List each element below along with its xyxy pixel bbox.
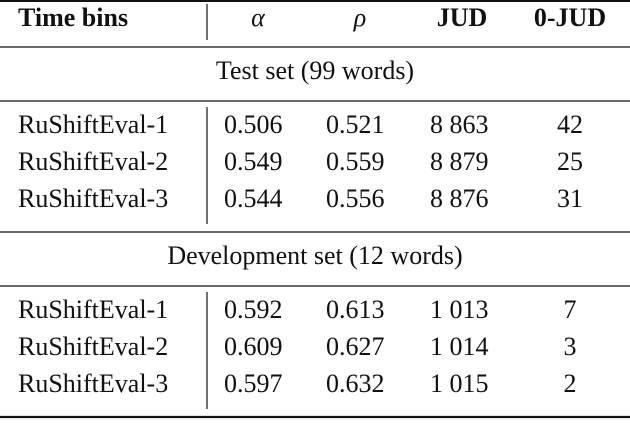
cell: 25 bbox=[557, 147, 583, 176]
row-label: RuShiftEval-1 bbox=[18, 110, 168, 139]
row-label: RuShiftEval-1 bbox=[18, 295, 168, 324]
cell: 1 013 bbox=[430, 295, 489, 324]
header-cell: JUD bbox=[437, 3, 488, 32]
cell: 0.556 bbox=[326, 184, 385, 213]
section-title: Development set (12 words) bbox=[167, 241, 462, 270]
cell: 0.559 bbox=[326, 147, 385, 176]
cell: 0.597 bbox=[224, 369, 283, 398]
cell: 8 863 bbox=[430, 110, 489, 139]
header-cell: ρ bbox=[353, 3, 366, 32]
cell: 1 014 bbox=[430, 332, 489, 361]
row-label: RuShiftEval-2 bbox=[18, 147, 168, 176]
cell: 0.632 bbox=[326, 369, 385, 398]
cell: 0.592 bbox=[224, 295, 283, 324]
cell: 0.544 bbox=[224, 184, 283, 213]
cell: 0.549 bbox=[224, 147, 283, 176]
cell: 8 876 bbox=[430, 184, 489, 213]
cell: 0.613 bbox=[326, 295, 385, 324]
cell: 8 879 bbox=[430, 147, 489, 176]
header-cell: α bbox=[251, 3, 266, 32]
cell: 0.609 bbox=[224, 332, 283, 361]
row-label: RuShiftEval-3 bbox=[18, 369, 168, 398]
cell: 1 015 bbox=[430, 369, 489, 398]
header-cell: 0-JUD bbox=[534, 3, 606, 32]
cell: 0.627 bbox=[326, 332, 385, 361]
row-label: RuShiftEval-3 bbox=[18, 184, 168, 213]
cell: 0.521 bbox=[326, 110, 385, 139]
cell: 0.506 bbox=[224, 110, 283, 139]
row-label: RuShiftEval-2 bbox=[18, 332, 168, 361]
header-cell: Time bins bbox=[18, 3, 128, 32]
cell: 31 bbox=[557, 184, 583, 213]
cell: 3 bbox=[564, 332, 577, 361]
cell: 7 bbox=[564, 295, 577, 324]
cell: 42 bbox=[557, 110, 583, 139]
section-title: Test set (99 words) bbox=[216, 56, 414, 85]
cell: 2 bbox=[564, 369, 577, 398]
